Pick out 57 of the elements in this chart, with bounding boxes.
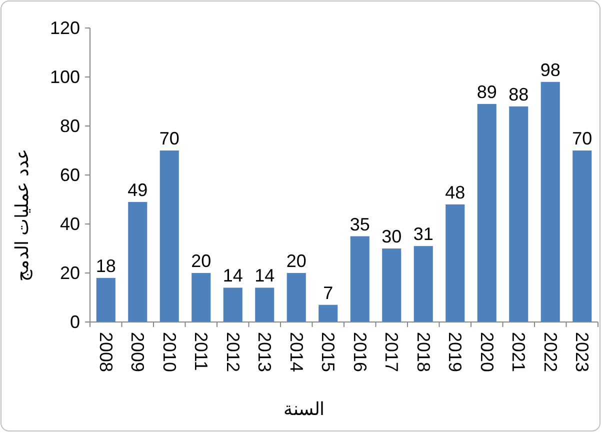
bar <box>160 150 179 322</box>
bar <box>223 288 242 322</box>
data-label: 48 <box>445 182 466 202</box>
bar <box>540 82 560 322</box>
bar <box>572 150 592 322</box>
data-label: 98 <box>540 60 560 80</box>
data-label: 89 <box>476 82 497 102</box>
y-tick-label: 80 <box>60 116 80 136</box>
data-label: 14 <box>222 266 243 286</box>
x-tick-label: 2008 <box>96 332 116 372</box>
x-tick-label: 2011 <box>191 332 212 371</box>
y-tick-label: 100 <box>50 67 80 87</box>
x-tick-label: 2014 <box>286 332 306 372</box>
x-tick-label: 2020 <box>476 332 497 372</box>
data-label: 7 <box>323 282 334 303</box>
bar <box>286 273 306 322</box>
bar <box>318 304 338 322</box>
y-tick-label: 120 <box>50 18 80 38</box>
x-axis-title: السنة <box>284 399 324 419</box>
y-axis-title: عدد عمليات الدمج <box>12 148 33 282</box>
y-tick-label: 20 <box>60 263 80 283</box>
data-label: 35 <box>350 214 370 234</box>
data-label: 20 <box>286 251 306 271</box>
x-tick-label: 2010 <box>159 332 180 372</box>
x-tick-label: 2023 <box>572 332 592 372</box>
y-tick-label: 40 <box>60 214 80 234</box>
bar <box>477 104 496 322</box>
x-tick-label: 2015 <box>318 332 338 372</box>
data-label: 70 <box>572 128 592 148</box>
bar <box>128 202 148 322</box>
data-label: 70 <box>159 128 180 148</box>
y-tick-label: 0 <box>70 312 80 332</box>
bar <box>96 278 116 322</box>
data-label: 30 <box>382 226 402 246</box>
x-tick-label: 2022 <box>540 332 560 372</box>
x-tick-label: 2017 <box>382 332 402 372</box>
x-tick-label: 2021 <box>508 332 529 372</box>
bar <box>382 248 402 322</box>
x-tick-label: 2016 <box>350 332 370 372</box>
bar <box>255 288 274 322</box>
data-label: 18 <box>96 256 116 276</box>
x-tick-label: 2013 <box>254 332 275 372</box>
data-label: 49 <box>128 180 148 200</box>
data-label: 88 <box>508 84 529 104</box>
bar <box>509 106 528 322</box>
bar <box>192 273 211 322</box>
bar <box>414 246 433 322</box>
x-tick-label: 2019 <box>445 332 466 372</box>
data-label: 20 <box>191 251 212 271</box>
x-tick-label: 2009 <box>128 332 148 372</box>
data-label: 14 <box>254 266 275 286</box>
bar <box>350 236 370 322</box>
bar <box>446 204 465 322</box>
y-tick-label: 60 <box>60 165 80 185</box>
data-label: 31 <box>413 224 434 244</box>
x-tick-label: 2012 <box>222 332 243 372</box>
x-tick-label: 2018 <box>413 332 434 372</box>
